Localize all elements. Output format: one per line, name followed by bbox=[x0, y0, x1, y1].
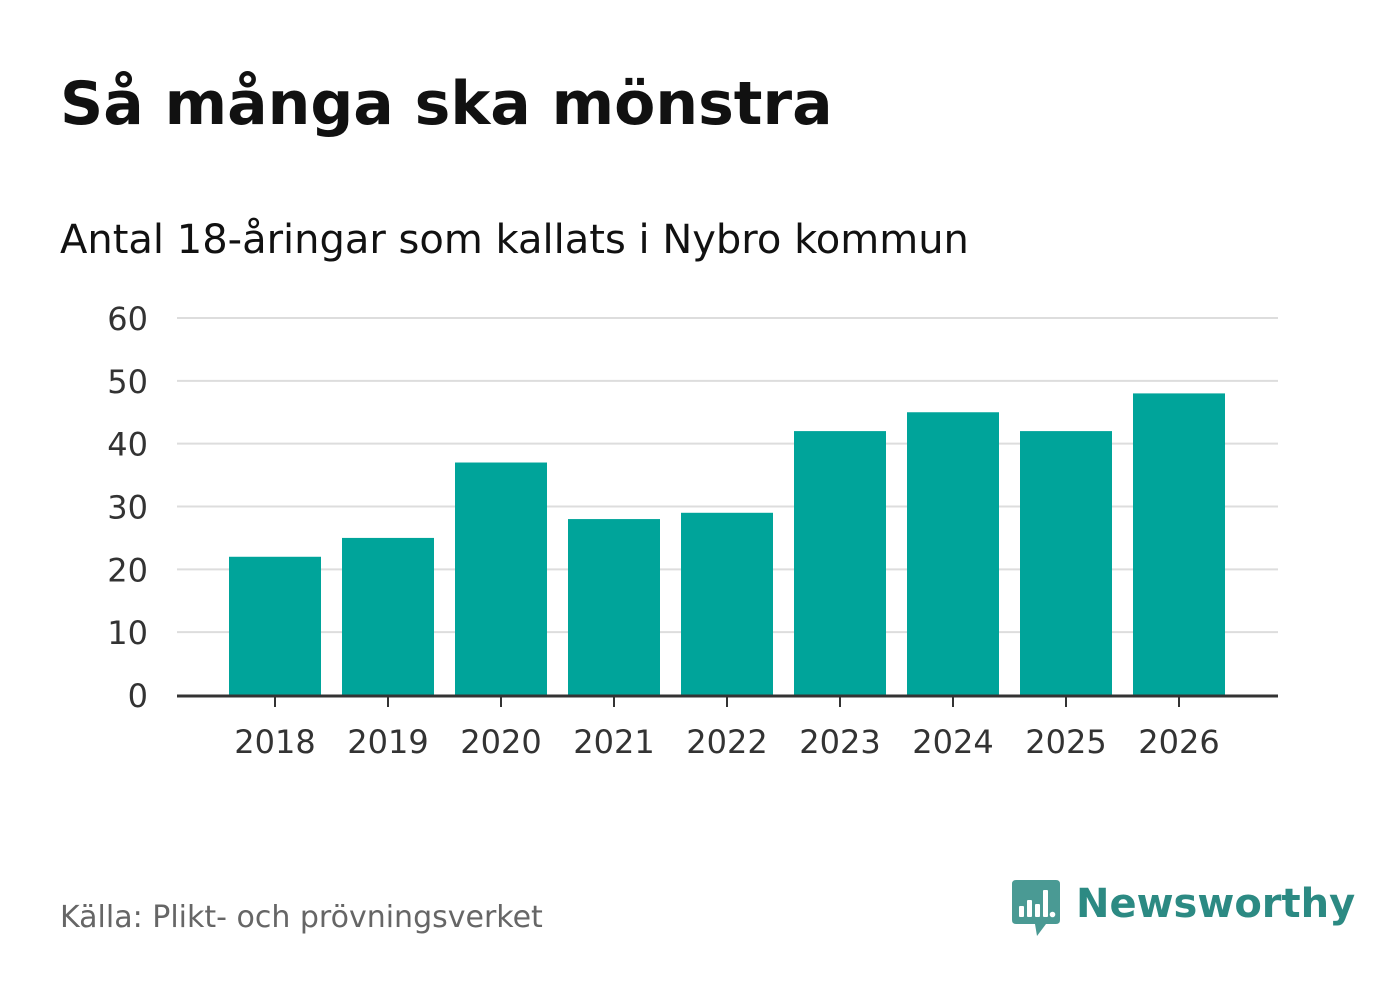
y-tick-label: 0 bbox=[128, 677, 148, 715]
x-tick-label: 2019 bbox=[347, 723, 428, 761]
y-tick-label: 30 bbox=[107, 489, 148, 527]
brand: Newsworthy bbox=[1010, 876, 1355, 940]
y-tick-label: 40 bbox=[107, 426, 148, 464]
x-tick-label: 2023 bbox=[799, 723, 880, 761]
x-tick-label: 2020 bbox=[460, 723, 541, 761]
chart-bubble-icon bbox=[1012, 880, 1060, 936]
source-note: Källa: Plikt- och prövningsverket bbox=[60, 900, 543, 935]
y-tick-label: 50 bbox=[107, 363, 148, 401]
bar bbox=[1020, 431, 1112, 695]
x-tick-label: 2024 bbox=[912, 723, 993, 761]
y-tick-label: 20 bbox=[107, 551, 148, 589]
bar bbox=[229, 556, 321, 695]
bar bbox=[1133, 393, 1225, 695]
bars bbox=[229, 393, 1225, 695]
x-tick-label: 2025 bbox=[1025, 723, 1106, 761]
x-tick-label: 2022 bbox=[686, 723, 767, 761]
bar bbox=[794, 431, 886, 695]
y-axis-ticks: 0 10 20 30 40 50 60 bbox=[107, 300, 148, 715]
bar bbox=[907, 412, 999, 695]
chart-subtitle: Antal 18-åringar som kallats i Nybro kom… bbox=[60, 217, 969, 263]
y-tick-label: 60 bbox=[107, 300, 148, 338]
bar bbox=[568, 519, 660, 695]
x-tick-label: 2021 bbox=[573, 723, 654, 761]
x-tick-label: 2026 bbox=[1138, 723, 1219, 761]
chart-title: Så många ska mönstra bbox=[60, 69, 833, 139]
bar bbox=[681, 512, 773, 695]
brand-name: Newsworthy bbox=[1076, 881, 1356, 927]
x-axis-ticks: 2018 2019 2020 2021 2022 2023 2024 2025 2026 bbox=[234, 697, 1220, 761]
y-tick-label: 10 bbox=[107, 614, 148, 652]
bar bbox=[342, 537, 434, 695]
x-tick-label: 2018 bbox=[234, 723, 315, 761]
bar bbox=[455, 462, 547, 695]
